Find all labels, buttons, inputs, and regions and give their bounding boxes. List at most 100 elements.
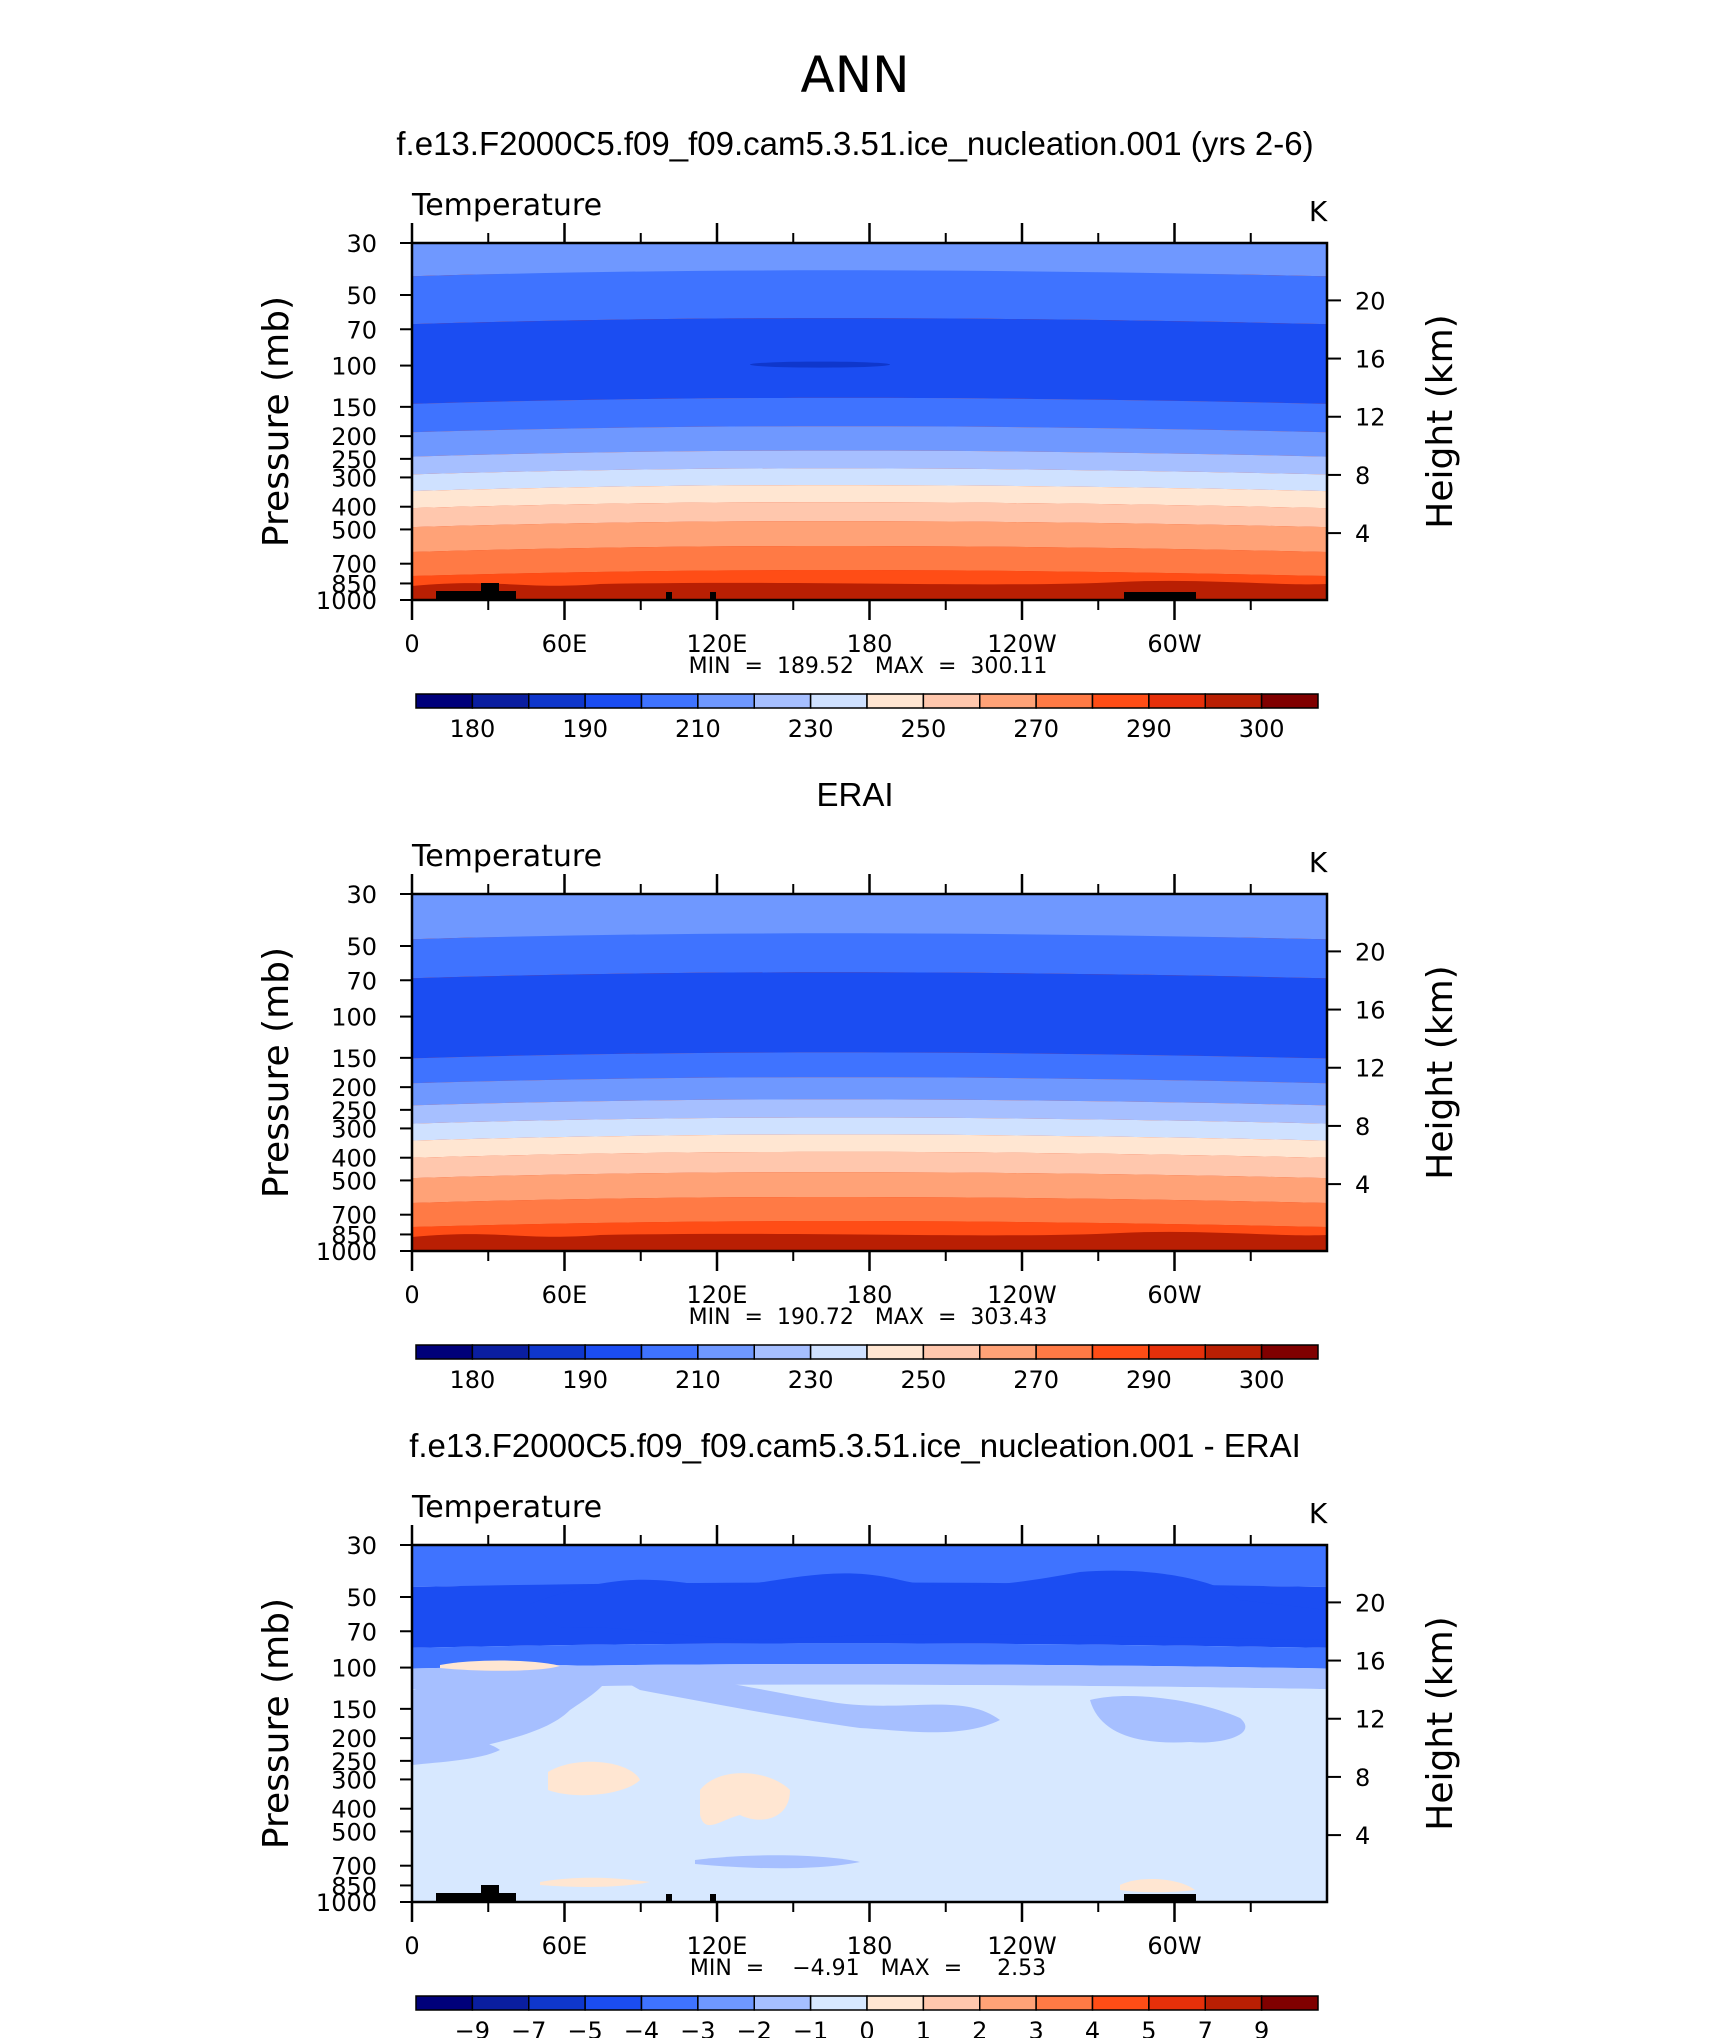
x-tick-label: 120W [987,630,1057,658]
colorbar-label: 230 [788,1366,834,1394]
topography [710,1894,716,1902]
difference-blob [1120,1878,1195,1893]
figure-title: ANN [800,46,909,104]
pressure-tick-label: 250 [331,446,377,474]
cold-core [750,361,890,368]
contour-bands [412,894,1327,1251]
pressure-axis-title: Pressure (mb) [256,296,297,547]
x-tick-label: 60W [1147,1932,1201,1960]
pressure-tick-label: 100 [331,353,377,381]
pressure-tick-label: 500 [331,1818,377,1846]
colorbar-label: 7 [1198,2017,1213,2038]
height-tick-label: 20 [1355,1589,1386,1617]
pressure-tick-label: 500 [331,1167,377,1195]
pressure-tick-label: 250 [331,1748,377,1776]
colorbar-swatch [979,1995,1037,2011]
pressure-tick-label: 250 [331,1097,377,1125]
pressure-tick-label: 700 [331,1202,377,1230]
difference-blob [540,1877,650,1887]
colorbar-label: 180 [449,715,495,743]
pressure-tick-label: 50 [346,1584,377,1612]
panel-title: ERAI [816,776,893,813]
contour-band [412,545,1327,577]
panel-3: f.e13.F2000C5.f09_f09.cam5.3.51.ice_nucl… [256,1427,1461,2038]
panel-title: f.e13.F2000C5.f09_f09.cam5.3.51.ice_nucl… [409,1427,1301,1464]
height-tick-label: 20 [1355,287,1386,315]
surface-band [412,1231,1327,1251]
colorbar-swatch [1035,1995,1094,2011]
pressure-tick-label: 1000 [316,587,377,615]
x-tick-label: 0 [404,1932,419,1960]
colorbar-label: 270 [1013,1366,1059,1394]
contour-band [412,1684,1327,1902]
colorbar-label: 5 [1141,2017,1156,2038]
pressure-tick-label: 70 [346,316,377,344]
min-max-label: MIN = 190.72 MAX = 303.43 [689,1305,1048,1330]
topography [481,1885,499,1902]
units-label: K [1309,846,1328,879]
colorbar-swatch [528,1995,586,2011]
x-tick-label: 60E [542,630,588,658]
colorbar-swatch [1091,1344,1150,1360]
pressure-tick-label: 300 [331,1115,377,1143]
contour-bands [412,1545,1327,1902]
colorbar-swatch [697,693,755,709]
colorbar-swatch [528,1344,586,1360]
height-axis-title: Height (km) [1420,1616,1461,1830]
colorbar-label: 230 [788,715,834,743]
pressure-tick-label: 200 [331,1725,377,1753]
colorbar-swatch [809,1995,868,2011]
colorbar-swatch [753,1995,812,2011]
pressure-tick-label: 300 [331,464,377,492]
units-label: K [1309,195,1328,228]
height-tick-label: 4 [1355,520,1370,548]
pressure-tick-label: 100 [331,1004,377,1032]
difference-blob [412,1665,607,1765]
colorbar-label: 9 [1254,2017,1269,2038]
colorbar-swatch [922,1995,981,2011]
colorbar-swatch [753,1344,812,1360]
pressure-tick-label: 150 [331,394,377,422]
colorbar-label: −9 [455,2017,490,2038]
pressure-tick-label: 400 [331,1145,377,1173]
pressure-tick-label: 200 [331,1074,377,1102]
x-tick-label: 120W [987,1281,1057,1309]
pressure-tick-label: 850 [331,570,377,598]
difference-blob [600,1668,1000,1733]
colorbar-swatch [640,1344,699,1360]
variable-label: Temperature [411,188,602,223]
contour-band [412,318,1327,404]
x-tick-label: 60E [542,1932,588,1960]
x-tick-label: 120E [687,1281,748,1309]
height-tick-label: 16 [1355,997,1386,1025]
colorbar-swatch [1204,1995,1263,2011]
topography [666,1894,672,1902]
height-tick-label: 4 [1355,1822,1370,1850]
colorbar-label: 290 [1126,715,1172,743]
contour-band [412,521,1327,552]
contour-band [412,1196,1327,1228]
topography [436,1893,516,1902]
colorbar-swatch [1204,693,1263,709]
colorbar-swatch [866,693,925,709]
difference-blob [440,1660,560,1671]
pressure-tick-label: 50 [346,933,377,961]
x-tick-label: 120E [687,630,748,658]
pressure-tick-label: 200 [331,423,377,451]
colorbar-label: −5 [567,2017,602,2038]
contour-band [412,894,1327,940]
height-tick-label: 16 [1355,346,1386,374]
colorbar-swatch [471,1995,530,2011]
pressure-axis-title: Pressure (mb) [256,1598,297,1849]
pressure-tick-label: 1000 [316,1889,377,1917]
contour-band [412,1117,1327,1141]
colorbar-swatch [1148,1344,1206,1360]
x-tick-label: 180 [847,1281,893,1309]
pressure-tick-label: 400 [331,1796,377,1824]
colorbar-label: 180 [449,1366,495,1394]
pressure-tick-label: 700 [331,551,377,579]
colorbar-swatch [697,1995,755,2011]
x-tick-label: 120W [987,1932,1057,1960]
x-tick-label: 120E [687,1932,748,1960]
colorbar-swatch [866,1995,925,2011]
